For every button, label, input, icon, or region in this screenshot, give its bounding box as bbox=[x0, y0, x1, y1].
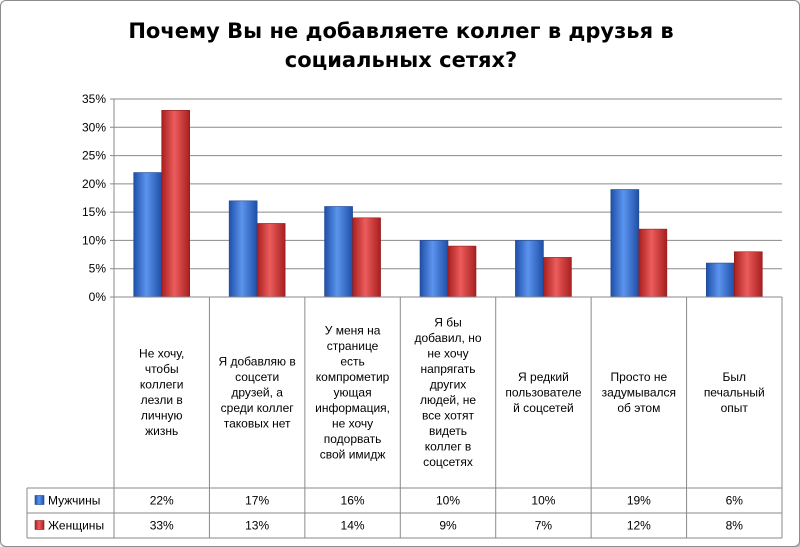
category-label-4: Я редкий пользователе й соцсетей bbox=[505, 370, 581, 415]
category-label-line: Я добавляю в bbox=[219, 354, 296, 368]
category-label-line: свой имидж bbox=[320, 447, 386, 461]
data-label-women-4: 7% bbox=[535, 519, 553, 533]
category-label-line: таковых нет bbox=[224, 416, 291, 430]
category-label-line: людей, не bbox=[420, 393, 476, 407]
legend-swatch-men bbox=[34, 495, 45, 505]
bar-men-2 bbox=[324, 206, 353, 298]
data-label-men-4: 10% bbox=[531, 494, 555, 508]
bar-women-1 bbox=[256, 223, 286, 298]
chart-title-line-1: Почему Вы не добавляете коллег в друзья … bbox=[128, 19, 674, 43]
category-label-line: коллеги bbox=[140, 378, 184, 392]
data-label-women-3: 9% bbox=[439, 519, 457, 533]
category-label-line: Я редкий bbox=[518, 370, 569, 384]
category-label-line: Не хочу, bbox=[139, 347, 184, 361]
category-label-line: все хотят bbox=[422, 409, 475, 423]
category-label-5: Просто не задумывался об этом bbox=[602, 370, 676, 415]
bar-men-4 bbox=[515, 240, 544, 298]
category-label-6: Был печальный опыт bbox=[704, 370, 765, 415]
bar-women-4 bbox=[543, 257, 572, 298]
chart-title-line-2: социальных сетях? bbox=[284, 48, 518, 72]
category-label-line: чтобы bbox=[145, 362, 179, 376]
y-tick-label: 35% bbox=[82, 92, 106, 106]
y-tick-label: 5% bbox=[89, 262, 107, 276]
category-label-line: опыт bbox=[721, 401, 749, 415]
category-label-line: У меня на bbox=[325, 323, 381, 337]
y-tick-label: 15% bbox=[82, 205, 106, 219]
bar-women-3 bbox=[447, 245, 477, 298]
category-label-line: других bbox=[430, 378, 467, 392]
data-label-men-5: 19% bbox=[627, 494, 651, 508]
data-label-women-0: 33% bbox=[150, 519, 174, 533]
bar-men-6 bbox=[705, 262, 735, 298]
category-label-3: Я бы добавил, но не хочу напрягать других люд… bbox=[415, 316, 482, 470]
category-label-line: об этом bbox=[617, 401, 660, 415]
category-label-line: есть bbox=[340, 354, 364, 368]
y-tick-label: 10% bbox=[82, 233, 106, 247]
data-label-women-1: 13% bbox=[245, 519, 269, 533]
category-label-line: друзей, а bbox=[231, 385, 283, 399]
category-label-line: задумывался bbox=[602, 385, 676, 399]
y-tick-label: 0% bbox=[89, 290, 107, 304]
category-label-2: У меня на странице есть компрометир ующая инф… bbox=[315, 323, 390, 461]
category-label-line: соцсетях bbox=[423, 455, 473, 469]
data-label-women-6: 8% bbox=[726, 519, 744, 533]
category-label-line: среди коллег bbox=[221, 401, 295, 415]
bar-women-5 bbox=[638, 228, 668, 298]
bar-men-3 bbox=[419, 240, 449, 298]
category-label-line: видеть bbox=[429, 424, 467, 438]
y-tick-label: 20% bbox=[82, 177, 106, 191]
data-label-men-2: 16% bbox=[341, 494, 365, 508]
category-label-line: не хочу bbox=[427, 347, 468, 361]
legend-swatch-women bbox=[34, 520, 45, 530]
category-label-line: личную bbox=[141, 409, 183, 423]
bar-women-0 bbox=[161, 110, 191, 298]
category-label-line: й соцсетей bbox=[513, 401, 574, 415]
bar-women-6 bbox=[733, 251, 763, 298]
category-label-line: напрягать bbox=[420, 362, 475, 376]
category-label-line: компрометир bbox=[316, 370, 390, 384]
category-label-line: не хочу bbox=[332, 416, 373, 430]
category-label-line: Был bbox=[723, 370, 747, 384]
category-label-1: Я добавляю в соцсети друзей, а среди коллег… bbox=[219, 354, 296, 430]
bar-men-5 bbox=[610, 189, 640, 298]
chart-title: Почему Вы не добавляете коллег в друзья … bbox=[61, 17, 741, 75]
category-label-line: жизнь bbox=[145, 424, 178, 438]
legend-label-women: Женщины bbox=[48, 519, 104, 533]
category-label-line: соцсети bbox=[235, 370, 279, 384]
category-label-line: Я бы bbox=[434, 316, 462, 330]
y-tick-label: 25% bbox=[82, 149, 106, 163]
category-label-line: Просто не bbox=[611, 370, 668, 384]
category-label-line: печальный bbox=[704, 385, 765, 399]
category-label-line: информация, bbox=[315, 401, 390, 415]
category-label-line: добавил, но bbox=[415, 331, 482, 345]
y-tick-label: 30% bbox=[82, 120, 106, 134]
category-label-line: ующая bbox=[334, 385, 372, 399]
category-label-line: подорвать bbox=[324, 432, 382, 446]
category-label-line: странице bbox=[327, 339, 379, 353]
bar-men-1 bbox=[228, 200, 258, 298]
data-label-men-0: 22% bbox=[150, 494, 174, 508]
data-label-men-6: 6% bbox=[726, 494, 744, 508]
category-label-line: лезли в bbox=[141, 393, 183, 407]
category-label-0: Не хочу, чтобы коллеги лезли в личную жизнь bbox=[139, 347, 184, 439]
legend-label-men: Мужчины bbox=[48, 494, 100, 508]
bar-men-0 bbox=[133, 172, 163, 298]
category-label-line: коллег в bbox=[425, 440, 472, 454]
data-label-women-5: 12% bbox=[627, 519, 651, 533]
data-label-women-2: 14% bbox=[341, 519, 365, 533]
data-label-men-1: 17% bbox=[245, 494, 269, 508]
category-label-line: пользователе bbox=[505, 385, 581, 399]
data-label-men-3: 10% bbox=[436, 494, 460, 508]
bar-women-2 bbox=[352, 217, 381, 298]
